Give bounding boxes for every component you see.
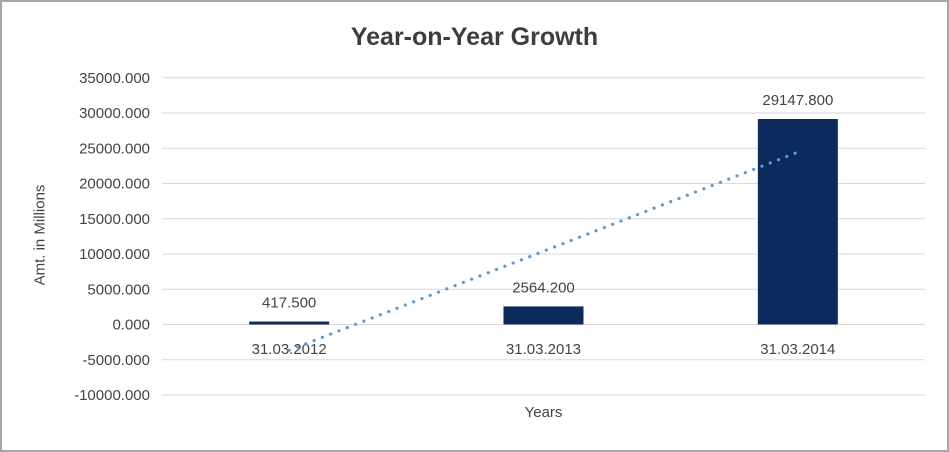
y-tick-label: 35000.000 <box>79 70 150 87</box>
bar-31.03.2014 <box>757 119 838 325</box>
x-axis-title: Years <box>524 404 563 421</box>
y-tick-label: 25000.000 <box>79 140 150 157</box>
data-label: 29147.800 <box>762 92 833 109</box>
category-label: 31.03.2013 <box>506 341 581 358</box>
data-label: 417.500 <box>262 295 316 312</box>
y-tick-label: 30000.000 <box>79 105 150 122</box>
bar-31.03.2012 <box>249 321 330 325</box>
y-tick-label: -10000.000 <box>74 387 150 404</box>
data-label: 2564.200 <box>512 279 575 296</box>
bar-31.03.2013 <box>503 306 584 325</box>
category-label: 31.03.2014 <box>760 341 835 358</box>
trendline <box>287 150 800 352</box>
y-tick-label: -5000.000 <box>82 352 150 369</box>
y-tick-label: 0.000 <box>112 317 150 334</box>
y-tick-label: 15000.000 <box>79 211 150 228</box>
chart-title: Year-on-Year Growth <box>350 23 599 51</box>
y-tick-label: 5000.000 <box>87 281 150 298</box>
y-tick-label: 20000.000 <box>79 176 150 193</box>
y-tick-label: 10000.000 <box>79 246 150 263</box>
